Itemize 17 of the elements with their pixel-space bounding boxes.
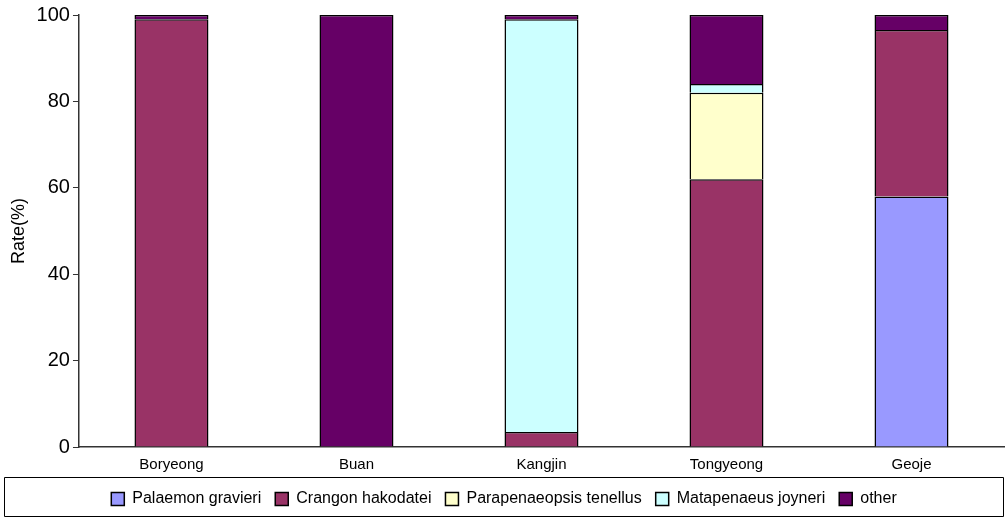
y-tick-label: 80 bbox=[47, 88, 70, 111]
legend-label: other bbox=[860, 489, 898, 507]
x-tick-label: Buan bbox=[338, 455, 374, 473]
x-tick-label: Geoje bbox=[891, 455, 932, 473]
y-tick-label: 0 bbox=[58, 434, 70, 457]
x-tick-label: Kangjin bbox=[516, 455, 567, 473]
x-tick-label: Tongyeong bbox=[689, 455, 764, 473]
legend-label: Palaemon gravieri bbox=[132, 489, 262, 507]
y-tick-label: 100 bbox=[36, 2, 70, 25]
y-tick-label: 40 bbox=[47, 261, 70, 284]
y-tick-label: 60 bbox=[47, 175, 70, 198]
y-tick-label: 20 bbox=[47, 348, 70, 371]
x-tick-label: Boryeong bbox=[139, 455, 204, 473]
legend-label: Parapenaeopsis tenellus bbox=[466, 489, 642, 507]
legend-label: Crangon hakodatei bbox=[296, 489, 432, 507]
y-axis-title: Rate(%) bbox=[7, 197, 28, 265]
legend-label: Matapenaeus joyneri bbox=[676, 489, 826, 507]
